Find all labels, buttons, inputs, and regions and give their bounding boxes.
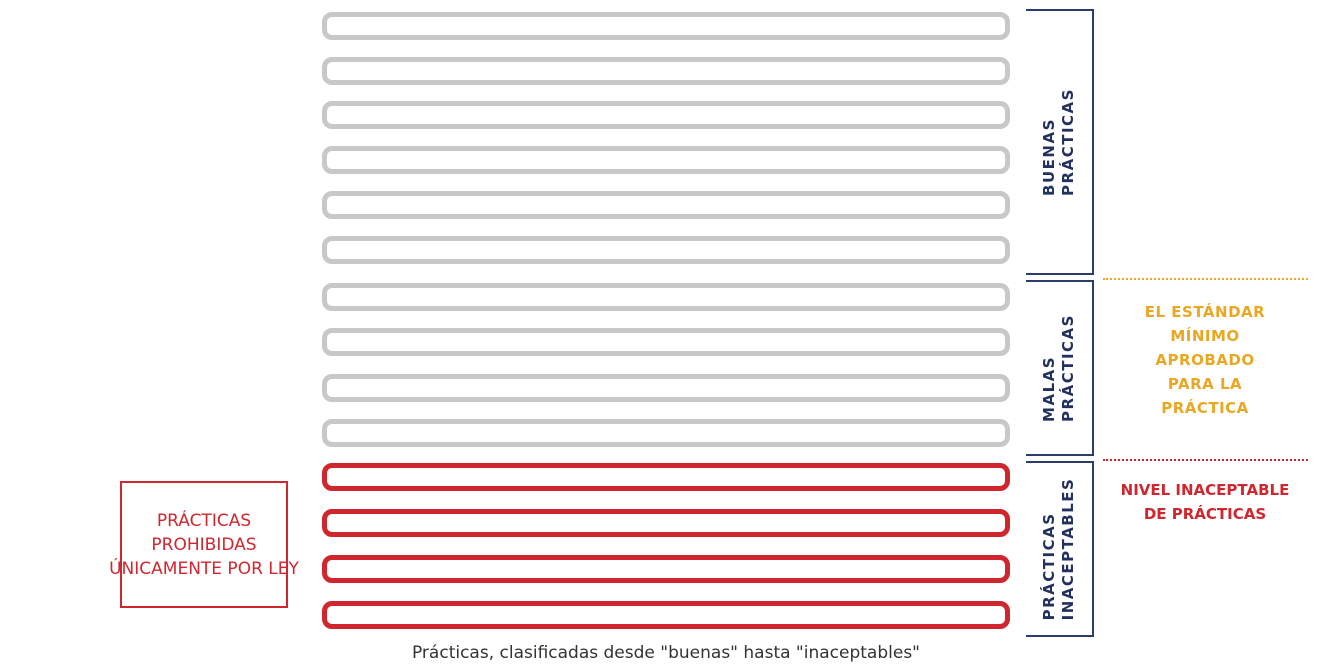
unacceptable-practices-bracket: PRÁCTICAS INACEPTABLES	[1026, 461, 1094, 637]
good-practices-bracket: BUENAS PRÁCTICAS	[1026, 9, 1094, 275]
unacceptable-bar	[322, 555, 1010, 583]
bad-practices-bracket: MALAS PRÁCTICAS	[1026, 280, 1094, 456]
unacceptable-practices-label: PRÁCTICAS INACEPTABLES	[1040, 477, 1077, 621]
practice-bar	[322, 374, 1010, 402]
practice-bar	[322, 12, 1010, 40]
unacceptable-bar	[322, 509, 1010, 537]
standard-threshold-line	[1103, 278, 1308, 280]
practice-bar	[322, 146, 1010, 174]
practice-bar	[322, 328, 1010, 356]
minimum-standard-label: EL ESTÁNDAR MÍNIMO APROBADO PARA LA PRÁC…	[1144, 303, 1266, 417]
practice-bar	[322, 191, 1010, 219]
practice-bar	[322, 283, 1010, 311]
unacceptable-level-label: NIVEL INACEPTABLE DE PRÁCTICAS	[1120, 481, 1290, 523]
figure-caption: Prácticas, clasificadas desde "buenas" h…	[411, 643, 920, 663]
unacceptable-bar	[322, 463, 1010, 491]
practice-bar	[322, 236, 1010, 264]
practice-bar	[322, 419, 1010, 447]
unacceptable-threshold-line	[1103, 459, 1308, 461]
practice-bar	[322, 101, 1010, 129]
practice-bar	[322, 57, 1010, 85]
prohibited-practices-box: PRÁCTICAS PROHIBIDAS ÚNICAMENTE POR LEY	[109, 481, 299, 608]
unacceptable-bar	[322, 601, 1010, 629]
bad-practices-label: MALAS PRÁCTICAS	[1040, 314, 1077, 422]
good-practices-label: BUENAS PRÁCTICAS	[1040, 88, 1077, 196]
prohibited-practices-label: PRÁCTICAS PROHIBIDAS ÚNICAMENTE POR LEY	[109, 510, 299, 579]
